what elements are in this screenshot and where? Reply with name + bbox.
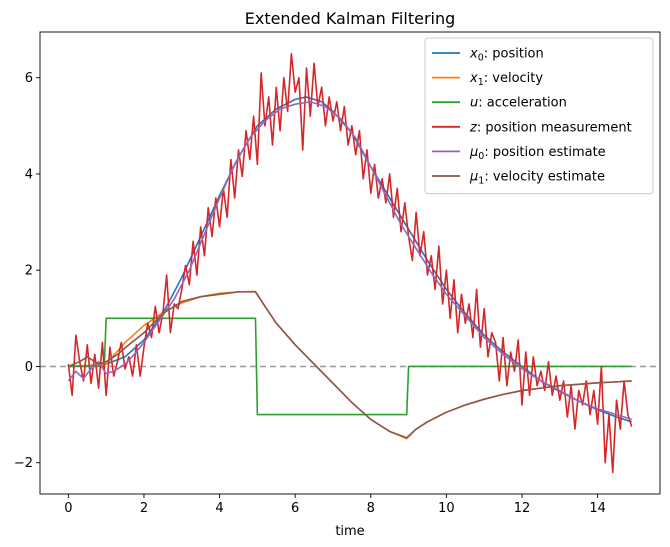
legend-entry: u: acceleration: [470, 96, 567, 111]
legend-entry: x1: velocity: [469, 71, 543, 88]
series-line-mu0: [67, 100, 632, 421]
y-tick-label: 2: [25, 264, 33, 279]
series-line-u: [68, 317, 632, 416]
legend-entry: μ1: velocity estimate: [469, 170, 605, 187]
x-tick-label: 8: [367, 501, 375, 516]
x-tick-label: 12: [514, 501, 531, 516]
plot-frame: [39, 31, 661, 495]
legend-entry: z: position measurement: [469, 120, 632, 135]
legend-entry: x0: position: [469, 47, 544, 64]
series-layer: [40, 52, 660, 474]
x-tick-label: 4: [215, 501, 223, 516]
x-tick-label: 0: [64, 501, 72, 516]
y-tick-label: 0: [25, 360, 33, 375]
y-tick-label: 6: [25, 71, 33, 86]
x-axis-label: time: [335, 524, 364, 539]
chart-title: Extended Kalman Filtering: [245, 9, 456, 28]
y-tick-label: −2: [14, 456, 33, 471]
legend: x0: position x1: velocity u: acceleration z…: [424, 37, 654, 195]
x-tick-label: 2: [140, 501, 148, 516]
series-line-x1: [68, 290, 632, 440]
x-tick-label: 10: [438, 501, 455, 516]
legend-entry: μ0: position estimate: [469, 145, 606, 162]
axes-layer: 0 2 4 6 8 10 12 14 −2 0 2 4 6: [14, 31, 661, 516]
series-line-mu1: [68, 291, 632, 439]
x-tick-label: 14: [589, 501, 606, 516]
x-tick-label: 6: [291, 501, 299, 516]
legend-box: [424, 37, 654, 195]
y-tick-label: 4: [25, 167, 33, 182]
